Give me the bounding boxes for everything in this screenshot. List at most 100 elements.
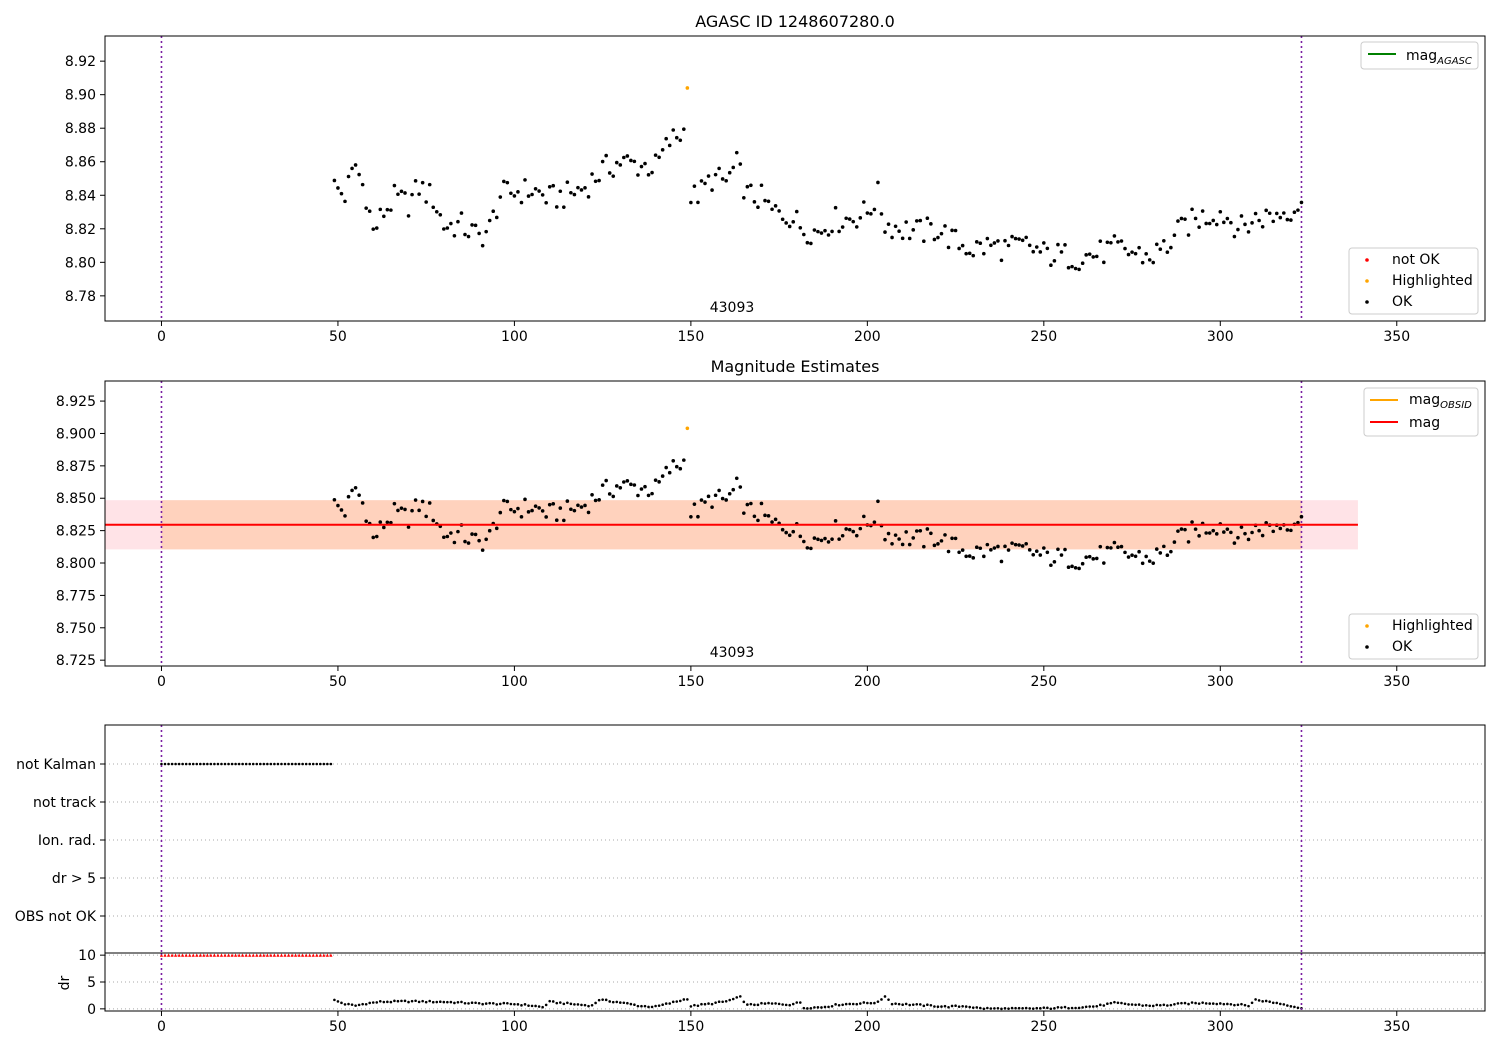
ok-point (780, 527, 785, 532)
dr-point (717, 1000, 721, 1003)
ok-point (1098, 239, 1103, 243)
not-kalman-point (248, 762, 252, 766)
ok-point (1042, 241, 1046, 245)
x-tick-label: 300 (1207, 329, 1234, 345)
ok-point (1052, 259, 1057, 263)
dr-point (657, 1004, 661, 1007)
ok-point (505, 499, 510, 504)
x-tick-label: 150 (678, 674, 705, 690)
ok-point (1091, 557, 1096, 561)
dr-point (735, 996, 739, 999)
dr-point (1151, 1004, 1155, 1008)
ok-point (1246, 230, 1251, 234)
ok-point (692, 184, 697, 188)
ok-point (900, 236, 905, 241)
ok-point (1094, 556, 1099, 561)
ok-point (660, 474, 665, 478)
dr-point (640, 1004, 643, 1008)
ok-point (350, 166, 354, 171)
ok-point (974, 545, 979, 549)
ok-point (477, 538, 481, 543)
dr-point (668, 1002, 672, 1005)
ok-point (671, 458, 676, 463)
dr-capped-marker (244, 953, 248, 957)
dr-point (710, 1002, 714, 1006)
ok-point (445, 226, 450, 230)
ok-point (360, 182, 365, 187)
highlighted-point (685, 86, 690, 90)
ok-point (876, 499, 880, 504)
ok-point (992, 241, 997, 245)
ok-point (1119, 239, 1124, 243)
ok-point (682, 458, 686, 462)
dr-point (858, 1002, 862, 1005)
ok-point (1147, 258, 1152, 262)
not-kalman-point (329, 762, 333, 766)
ok-point (339, 508, 344, 512)
legend-lower: Highlighted OK (1348, 613, 1479, 660)
dr-point (869, 1001, 873, 1005)
ok-point (883, 230, 887, 234)
not-kalman-point (283, 762, 287, 766)
x-tick-label: 250 (1030, 329, 1057, 345)
ok-point (960, 243, 965, 248)
dr-point (693, 1003, 696, 1007)
ok-point (413, 498, 418, 502)
ok-point (586, 510, 591, 515)
dr-point (890, 1002, 894, 1006)
dr-capped-marker (219, 953, 224, 957)
dr-point (1070, 1006, 1074, 1010)
dr-point (615, 1000, 619, 1004)
ok-point (890, 541, 894, 546)
ok-point (805, 546, 810, 550)
ok-point (1289, 218, 1293, 222)
dr-point (608, 1000, 612, 1003)
not-kalman-point (191, 762, 195, 766)
dr-capped-marker (318, 953, 322, 957)
ok-point (1070, 264, 1074, 269)
ok-point (1066, 265, 1071, 270)
dr-point (1194, 1001, 1197, 1005)
ok-point (336, 186, 340, 190)
ok-point (1098, 544, 1103, 549)
ok-point (1070, 564, 1074, 569)
not-kalman-point (322, 762, 326, 766)
ok-point (417, 508, 421, 513)
dr-point (580, 1003, 583, 1007)
dr-point (678, 999, 682, 1003)
dr-point (467, 1002, 470, 1005)
ok-point (516, 506, 520, 511)
ok-point (1165, 250, 1170, 255)
ok-point (367, 209, 372, 214)
ok-point (360, 501, 365, 505)
not-kalman-point (174, 762, 177, 766)
legend-upper: magOBSID mag (1363, 387, 1479, 437)
ok-point (1225, 527, 1230, 531)
dr-point (781, 1003, 784, 1006)
dr-point (1056, 1005, 1060, 1009)
ok-point (339, 191, 344, 196)
ok-point (413, 179, 418, 183)
dr-point (1130, 1003, 1134, 1006)
ok-point (1133, 251, 1138, 256)
dr-point (1063, 1005, 1067, 1009)
not-kalman-point (163, 762, 167, 766)
dr-point (855, 1002, 859, 1006)
flags-panel: not Kalman not track Ion. rad. dr > 5 OBS no… (15, 724, 1486, 954)
ok-point (551, 502, 556, 506)
ok-point (1236, 227, 1240, 232)
dr-point (1102, 1004, 1106, 1007)
ok-point (1020, 544, 1025, 548)
ok-point (540, 193, 545, 197)
ok-point (1034, 245, 1039, 249)
ok-point (470, 223, 474, 227)
not-kalman-point (308, 762, 312, 766)
flag-category-label: Ion. rad. (38, 833, 96, 849)
ok-point (1190, 520, 1194, 524)
dr-capped-marker (286, 953, 291, 957)
ok-point (731, 487, 736, 492)
not-kalman-point (304, 762, 308, 766)
ok-point (971, 556, 976, 560)
dr-capped-marker (241, 953, 245, 957)
ok-point (720, 177, 725, 181)
